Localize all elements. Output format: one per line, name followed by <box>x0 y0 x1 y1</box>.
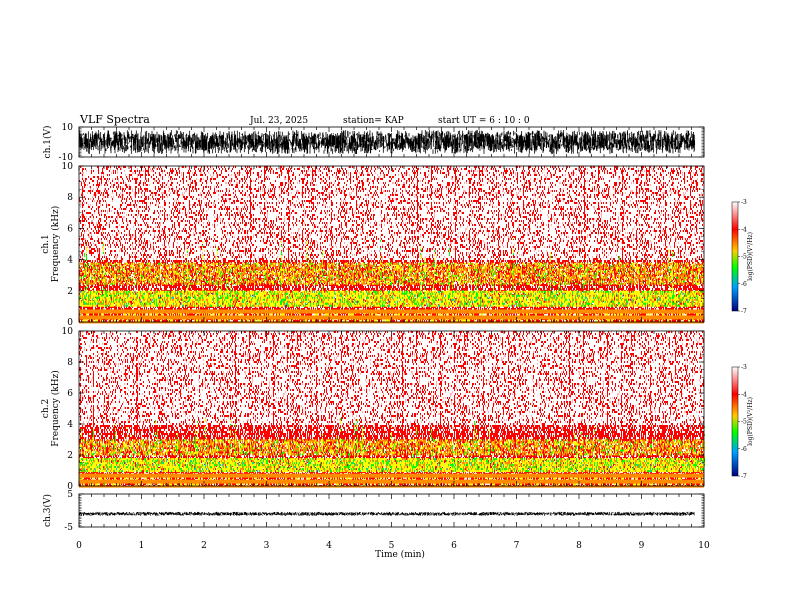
y-tick-label: 2 <box>67 287 73 297</box>
x-tick-label: 5 <box>389 541 395 551</box>
station-label: station= KAP <box>343 116 404 126</box>
colorbar-tick-label: -3 <box>741 199 747 206</box>
y-tick-label: 0 <box>67 482 73 492</box>
colorbar-gradient <box>731 201 739 312</box>
ch1-colorbar: -3 -4 -5 -6 -7 log(PSD)(V²/Hz) <box>731 199 754 315</box>
figure-title: VLF Spectra <box>79 113 150 126</box>
colorbar-label: log(PSD)(V²/Hz) <box>747 232 754 281</box>
ch1-spectrogram-panel: 0 2 4 6 8 10 ch.1Frequency (kHz) <box>41 162 705 328</box>
y-tick-label: 10 <box>62 327 74 337</box>
psd-band-green <box>79 418 705 473</box>
psd-band-yellow <box>79 418 705 486</box>
x-tick-label: 10 <box>698 541 710 551</box>
colorbar-gradient <box>731 366 739 477</box>
psd-speckle-low <box>79 166 704 322</box>
colorbar-label: log(PSD)(V²/Hz) <box>747 397 754 446</box>
y-axis-label: ch.3(V) <box>42 494 53 527</box>
colorbar-tick-label: -6 <box>741 446 747 453</box>
x-tick-label: 0 <box>76 541 82 551</box>
time-axis: Time (min) 0 1 2 3 4 5 6 7 8 9 10 <box>76 541 710 560</box>
x-tick-label: 9 <box>639 541 645 551</box>
x-axis-label: Time (min) <box>375 549 425 560</box>
x-tick-label: 3 <box>264 541 270 551</box>
y-tick-label: 0 <box>67 318 73 328</box>
psd-band-cyan <box>80 290 688 307</box>
y-tick-label: -10 <box>59 153 74 163</box>
x-tick-label: 8 <box>576 541 582 551</box>
colorbar-tick-label: -5 <box>741 254 747 261</box>
y-tick-label: 10 <box>62 123 74 133</box>
y-axis-label: ch.2Frequency (kHz) <box>41 370 61 447</box>
y-tick-label: 6 <box>67 224 73 234</box>
psd-band-green <box>79 240 704 307</box>
waveform-trace <box>78 130 696 154</box>
colorbar-tick-label: -6 <box>741 281 747 288</box>
ch2-spectrogram-panel: 0 2 4 6 8 10 ch.2Frequency (kHz) <box>41 327 705 492</box>
y-tick-label: 5 <box>67 490 73 500</box>
x-tick-label: 1 <box>139 541 145 551</box>
ch2-colorbar: -3 -4 -5 -6 -7 log(PSD)(V²/Hz) <box>731 364 754 480</box>
x-tick-label: 7 <box>514 541 520 551</box>
y-tick-label: 4 <box>67 256 73 266</box>
date-label: Jul. 23, 2025 <box>249 116 308 126</box>
psd-speckle-low <box>79 331 704 487</box>
colorbar-tick-label: -5 <box>741 419 747 426</box>
y-tick-label: 6 <box>67 389 73 399</box>
x-tick-label: 2 <box>201 541 207 551</box>
colorbar-tick-label: -4 <box>741 226 747 233</box>
waveform-trace <box>78 511 696 516</box>
colorbar-tick-label: -7 <box>741 473 747 480</box>
y-axis-label: ch.1(V) <box>42 126 53 159</box>
x-tick-label: 6 <box>451 541 457 551</box>
colorbar-tick-label: -7 <box>741 308 747 315</box>
y-tick-label: 8 <box>67 358 73 368</box>
y-tick-label: 4 <box>67 420 73 430</box>
x-tick-label: 4 <box>326 541 332 551</box>
y-tick-label: 8 <box>67 193 73 203</box>
ch1-waveform-panel: 10 -10 ch.1(V) <box>42 123 705 163</box>
y-tick-label: -5 <box>64 523 73 533</box>
psd-band-orange <box>79 262 704 324</box>
ch3-waveform-panel: 5 -5 ch.3(V) <box>42 490 705 533</box>
psd-band-yellow <box>79 237 704 322</box>
start-ut-label: start UT = 6 : 10 : 0 <box>438 116 530 126</box>
y-tick-label: 2 <box>67 451 73 461</box>
y-axis-label: ch.1Frequency (kHz) <box>41 206 61 283</box>
y-tick-label: 10 <box>62 162 74 172</box>
colorbar-tick-label: -3 <box>741 364 747 371</box>
colorbar-tick-label: -4 <box>741 391 747 398</box>
